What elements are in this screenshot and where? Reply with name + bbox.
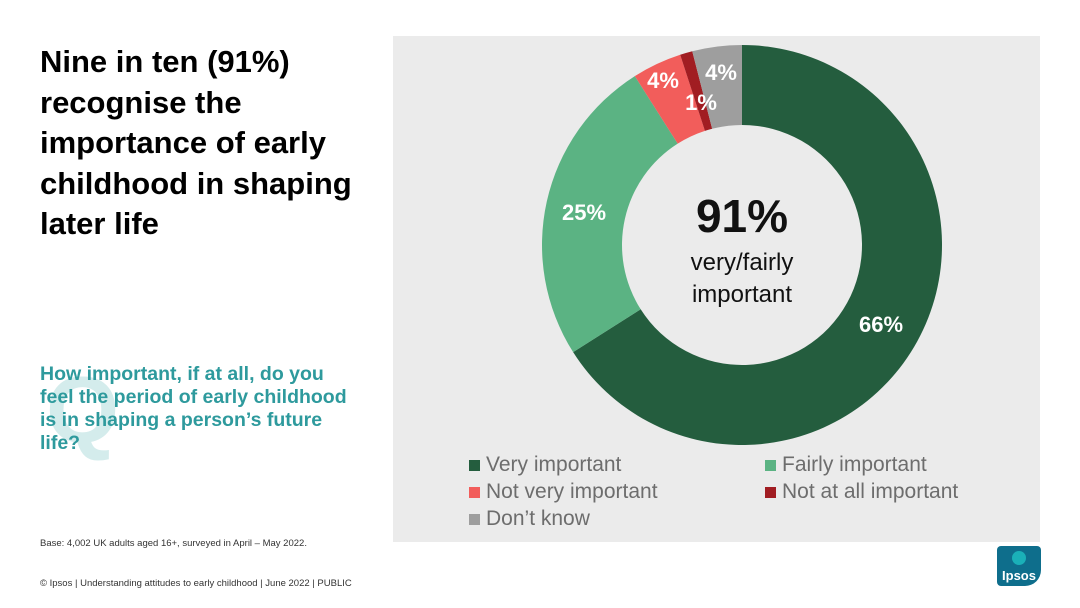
legend-swatch [765,486,776,498]
legend-label: Fairly important [782,453,927,476]
data-label-fairly-important: 25% [562,200,606,225]
survey-question: How important, if at all, do you feel th… [40,363,347,454]
logo-text: Ipsos [1002,568,1036,583]
donut-slice-don-t-know [692,45,742,129]
legend-label: Don’t know [486,507,590,530]
data-label-not-at-all-important: 1% [685,90,717,115]
center-label-line2: important [692,281,792,308]
survey-question-block: Q How important, if at all, do you feel … [40,357,360,462]
legend-swatch [469,486,480,498]
data-label-not-very-important: 4% [647,68,679,93]
ipsos-logo: Ipsos [997,546,1041,586]
donut-slice-not-at-all-important [680,51,713,131]
legend-swatch [469,513,480,525]
donut-slice-very-important [573,45,943,445]
chart-legend: Very important Fairly important Not very i… [469,453,1029,531]
data-label-very-important: 66% [859,312,903,337]
donut-slice-fairly-important [542,76,678,353]
legend-label: Not very important [486,480,658,503]
donut-slice-not-very-important [634,54,705,144]
legend-swatch [469,459,480,471]
legend-item-fairly-important: Fairly important [765,453,1029,477]
center-value: 91% [696,190,788,242]
base-note: Base: 4,002 UK adults aged 16+, surveyed… [40,538,307,549]
legend-label: Very important [486,453,622,476]
chart-panel: 66% 25% 4% 1% 4% 91% very/fairly important Very… [393,36,1040,542]
logo-dot-icon [1012,551,1026,565]
page-title: Nine in ten (91%) recognise the importan… [40,44,352,241]
question-mark-watermark: Q [46,357,120,462]
legend-item-not-at-all-important: Not at all important [765,480,1029,504]
legend-item-don-t-know: Don’t know [469,507,765,531]
center-label-line1: very/fairly [691,249,794,276]
legend-label: Not at all important [782,480,959,503]
legend-item-not-very-important: Not very important [469,480,765,504]
footer: © Ipsos | Understanding attitudes to ear… [40,578,352,589]
legend-swatch [765,459,776,471]
legend-item-very-important: Very important [469,453,765,477]
data-label-don-t-know: 4% [705,60,737,85]
